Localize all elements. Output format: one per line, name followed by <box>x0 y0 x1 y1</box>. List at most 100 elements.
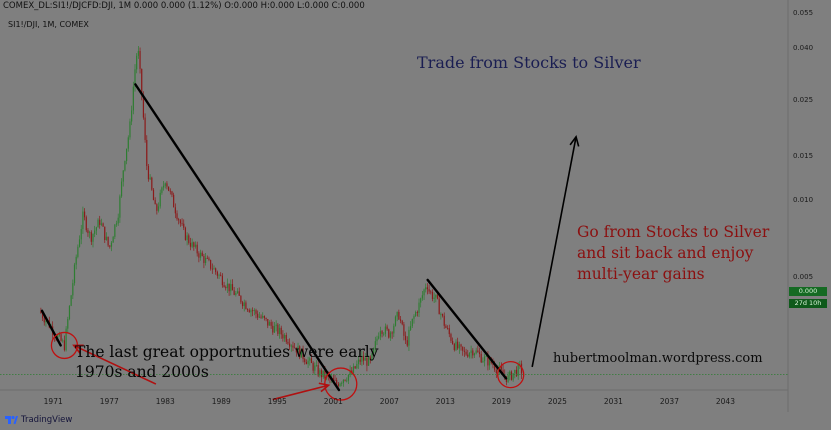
candle-body <box>270 322 272 326</box>
candle-body <box>319 370 321 376</box>
candle-body <box>238 291 240 296</box>
candle-body <box>77 246 79 257</box>
candle-body <box>334 379 336 381</box>
candle-body <box>176 213 178 220</box>
candle-body <box>179 220 181 224</box>
candle-body <box>416 312 418 313</box>
candle-body <box>309 358 311 361</box>
candle-body <box>458 344 460 349</box>
candle-body <box>75 256 77 265</box>
candle-body <box>109 245 111 247</box>
price-tick-label: 0.005 <box>793 272 814 281</box>
candle-body <box>85 217 87 231</box>
candle-body <box>220 274 222 276</box>
candle-body <box>68 305 71 320</box>
price-tick-label: 0.010 <box>793 196 814 205</box>
candle-body <box>117 217 119 224</box>
candle-body <box>386 326 388 330</box>
candle-body <box>441 313 444 316</box>
candle-body <box>368 356 370 366</box>
candle-body <box>295 347 297 353</box>
candle-body <box>304 358 306 363</box>
candle-body <box>267 319 269 326</box>
candle-body <box>310 358 313 364</box>
candle-body <box>260 316 262 318</box>
candle-body <box>263 315 266 318</box>
candle-body <box>514 369 516 374</box>
candle-body <box>425 287 427 290</box>
candle-body <box>273 326 276 333</box>
candle-body <box>57 335 59 339</box>
candle-body <box>452 340 454 345</box>
candle-body <box>154 200 156 205</box>
candle-body <box>475 350 477 354</box>
arrow-head-1 <box>72 344 84 354</box>
candle-body <box>149 177 151 180</box>
candle-body <box>78 239 81 247</box>
arrow-head-3 <box>569 135 580 147</box>
candles <box>40 46 523 388</box>
candle-body <box>201 252 203 256</box>
time-tick-label: 2043 <box>715 397 735 406</box>
candle-body <box>290 345 292 347</box>
candle-body <box>300 348 302 358</box>
candle-body <box>280 327 282 335</box>
candle-body <box>112 236 114 243</box>
candle-body <box>317 365 319 376</box>
candle-body <box>423 289 425 296</box>
candle-body <box>408 329 410 346</box>
candle-body <box>473 353 476 356</box>
candle-body <box>186 235 188 240</box>
candle-body <box>433 297 435 299</box>
candle-body <box>161 187 163 193</box>
candle-body <box>211 268 213 270</box>
arrows <box>72 135 580 401</box>
candle-body <box>519 363 521 365</box>
right-annotation: Go from Stocks to Silver and sit back an… <box>577 223 770 283</box>
candle-body <box>257 313 259 318</box>
candle-body <box>147 166 150 180</box>
candle-body <box>391 332 393 334</box>
candle-body <box>72 283 74 296</box>
candle-body <box>132 86 134 111</box>
candle-body <box>294 347 296 349</box>
candle-body <box>89 232 91 234</box>
candle-body <box>440 313 442 315</box>
candle-body <box>282 334 284 339</box>
candle-body <box>307 360 309 365</box>
price-tick-label: 0.055 <box>793 9 814 17</box>
candle-body <box>139 50 141 69</box>
candle-body <box>517 364 519 376</box>
price-tick-label: 0.040 <box>793 44 814 53</box>
candle-body <box>168 186 170 191</box>
price-tick-label: 0.025 <box>793 95 814 104</box>
candle-body <box>83 211 86 218</box>
tradingview-logo[interactable]: TradingView <box>5 414 72 425</box>
time-tick-label: 1983 <box>155 397 175 406</box>
candle-body <box>122 170 124 182</box>
candle-body <box>157 206 160 211</box>
countdown-badge: 27d 10h <box>789 299 827 308</box>
candle-body <box>169 190 171 192</box>
candle-body <box>272 325 274 333</box>
candle-body <box>95 227 97 231</box>
candle-body <box>359 359 361 362</box>
candle-body <box>455 341 457 351</box>
candle-body <box>460 344 462 347</box>
candle-body <box>228 283 230 292</box>
time-tick-label: 2013 <box>435 397 455 406</box>
candle-body <box>178 219 180 221</box>
candle-body <box>240 295 242 303</box>
time-tick-label: 1989 <box>211 397 231 406</box>
candle-body <box>314 365 316 371</box>
trendlines <box>40 83 508 392</box>
candle-body <box>206 257 208 259</box>
candle-body <box>221 275 223 286</box>
candle-body <box>107 236 109 246</box>
candle-body <box>401 320 403 325</box>
candle-body <box>341 382 343 384</box>
candle-body <box>515 369 518 376</box>
candle-body <box>162 185 165 188</box>
candle-body <box>336 380 338 384</box>
